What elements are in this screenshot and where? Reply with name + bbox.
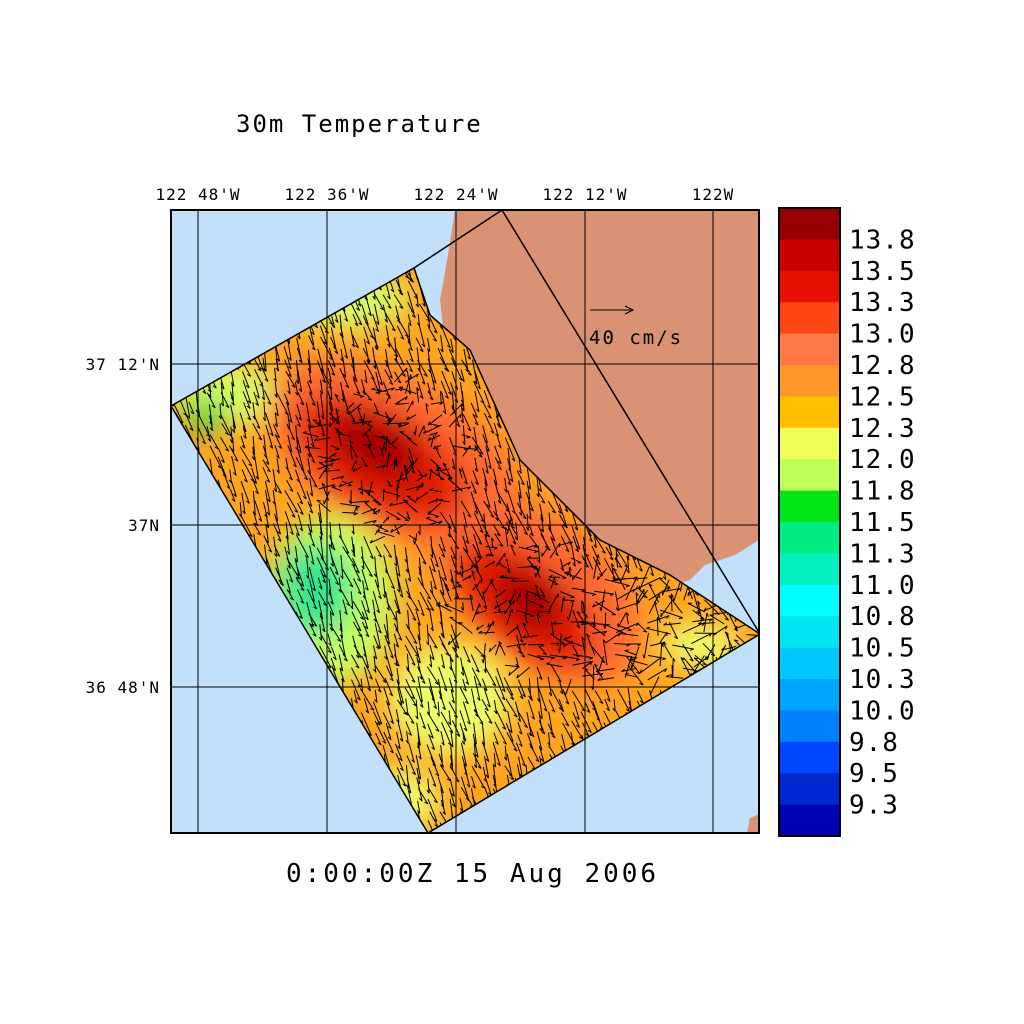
colorbar-swatch [779, 522, 840, 554]
colorbar-swatch [779, 553, 840, 586]
temperature-colorbar: 13.813.513.313.012.812.512.312.011.811.5… [778, 207, 916, 837]
colorbar-label: 13.0 [849, 320, 916, 350]
lon-tick-label: 122 12'W [542, 185, 627, 204]
colorbar-label: 11.8 [849, 477, 916, 507]
outer-domain-outline [413, 210, 759, 634]
colorbar-label: 10.3 [849, 665, 916, 695]
colorbar-swatch [779, 679, 840, 711]
timestamp-label: 0:00:00Z 15 Aug 2006 [286, 859, 659, 889]
colorbar-label: 12.0 [849, 445, 916, 475]
land-fragment [747, 814, 759, 833]
colorbar-label: 11.3 [849, 539, 916, 569]
lat-tick-label: 37 12'N [86, 355, 160, 374]
colorbar-swatch [779, 647, 840, 680]
latitude-axis: 37 12'N 37N 36 48'N [86, 355, 160, 697]
colorbar-swatch [779, 616, 840, 649]
colorbar-label: 10.8 [849, 602, 916, 632]
colorbar-swatch [779, 239, 840, 272]
colorbar-label: 12.8 [849, 351, 916, 381]
colorbar-swatch [779, 396, 840, 429]
colorbar-label: 13.3 [849, 288, 916, 318]
colorbar-swatch [779, 208, 840, 240]
lat-tick-label: 37N [128, 516, 160, 535]
colorbar-swatch [779, 584, 840, 617]
coastline-land [440, 210, 759, 590]
lon-tick-label: 122 48'W [155, 185, 240, 204]
colorbar-swatch [779, 459, 840, 492]
colorbar-swatch [779, 490, 840, 523]
model-domain-outline [171, 266, 759, 833]
colorbar-label: 9.3 [849, 791, 899, 821]
lat-tick-label: 36 48'N [86, 678, 160, 697]
colorbar-swatch [779, 773, 840, 806]
colorbar-label: 12.3 [849, 414, 916, 444]
colorbar-label: 10.0 [849, 696, 916, 726]
colorbar-swatch [779, 710, 840, 743]
colorbar-frame [778, 207, 841, 837]
colorbar-label: 13.8 [849, 225, 916, 255]
colorbar-swatch [779, 741, 840, 774]
map-title: 30m Temperature [236, 110, 483, 138]
colorbar-label: 9.8 [849, 728, 899, 758]
colorbar-swatch [779, 427, 840, 460]
vector-scale-label: 40 cm/s [589, 327, 683, 349]
colorbar-label: 9.5 [849, 759, 899, 789]
colorbar-label: 11.5 [849, 508, 916, 538]
longitude-axis: 122 48'W 122 36'W 122 24'W 122 12'W 122W [155, 185, 735, 204]
lon-tick-label: 122 36'W [284, 185, 369, 204]
colorbar-label: 10.5 [849, 634, 916, 664]
colorbar-swatch [779, 270, 840, 303]
colorbar-swatch [779, 365, 840, 397]
vector-scale-key: 40 cm/s [589, 305, 683, 349]
map-frame [170, 209, 760, 834]
colorbar-label: 11.0 [849, 571, 916, 601]
colorbar-swatch [779, 804, 840, 837]
colorbar-swatch [779, 333, 840, 366]
lon-tick-label: 122 24'W [413, 185, 498, 204]
map-panel: 40 cm/s [171, 210, 759, 833]
lon-tick-label: 122W [692, 185, 735, 204]
colorbar-label: 12.5 [849, 382, 916, 412]
colorbar-label: 13.5 [849, 257, 916, 287]
graticule [171, 210, 759, 833]
colorbar-swatch [779, 302, 840, 335]
